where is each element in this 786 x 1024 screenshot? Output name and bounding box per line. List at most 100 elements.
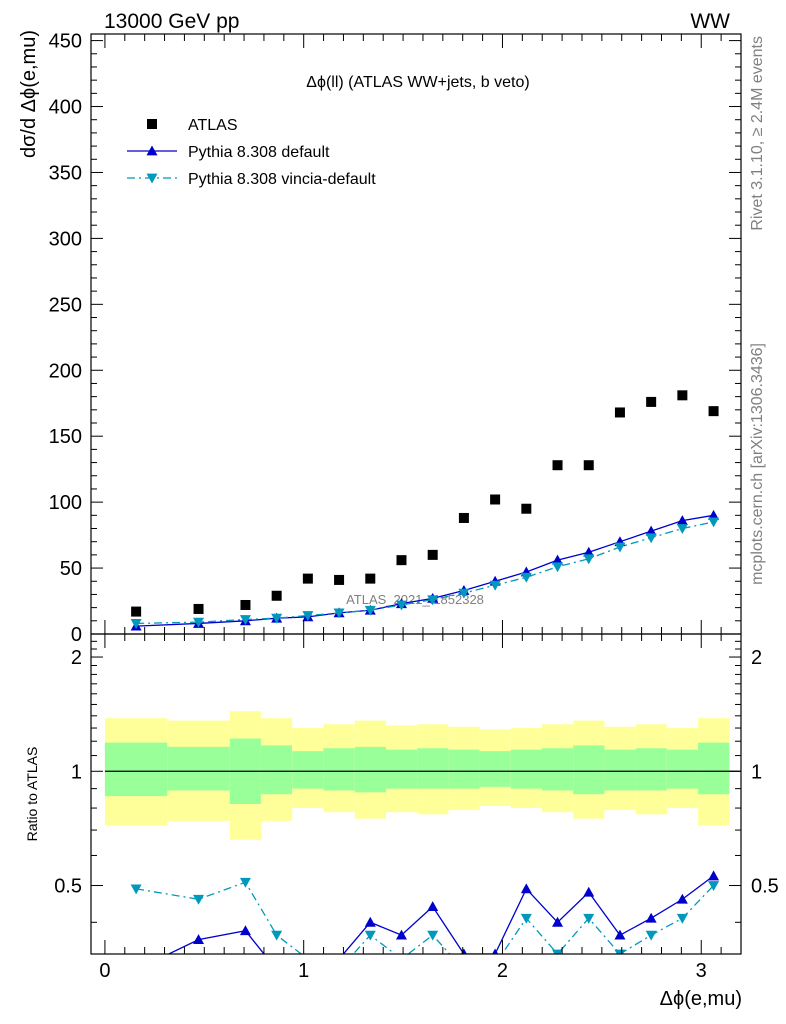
ratio-panel: 0.5 0.5 1 1 2 2 0 1 2 3 Ratio to ATLAS Δϕ(e,mu) (24, 633, 779, 1010)
data-point-atlas (302, 573, 313, 584)
legend-marker (147, 119, 157, 129)
data-point-vincia (552, 562, 564, 573)
data-point-default (552, 554, 564, 565)
ratio-data-point (552, 949, 564, 954)
ratio-stat-uncertainty-band (167, 746, 230, 791)
main-y-axis-label: dσ/d Δϕ(e,mu) (18, 30, 40, 158)
ratio-data-point (396, 955, 407, 965)
legend-entry-1: Pythia 8.308 default (127, 144, 330, 161)
ratio-stat-uncertainty-band (542, 748, 574, 791)
data-point-vincia (395, 600, 407, 611)
ratio-y-tick-label: 1 (71, 761, 82, 783)
ratio-y-tick-label-right: 0.5 (751, 876, 779, 898)
ratio-series-line (167, 875, 714, 954)
data-point-atlas (271, 590, 282, 601)
legend-label: Pythia 8.308 default (188, 144, 330, 161)
x-tick-label: 3 (696, 960, 707, 982)
ratio-data-point (193, 894, 205, 905)
ratio-data-point (271, 930, 283, 941)
ratio-stat-uncertainty-band (354, 746, 386, 793)
main-y-tick-label: 300 (49, 228, 82, 250)
ratio-data-point (131, 964, 142, 974)
data-point-default (708, 509, 720, 520)
legend-entry-0: ATLAS (147, 117, 238, 134)
ratio-data-point (193, 934, 205, 945)
main-y-tick-label: 200 (49, 360, 82, 382)
ratio-y-tick-label: 2 (71, 647, 82, 669)
data-point-atlas (396, 555, 407, 566)
main-series-2 (130, 517, 720, 629)
data-point-atlas (458, 512, 469, 523)
main-y-tick-label: 450 (49, 31, 82, 53)
ratio-data-point (364, 930, 376, 941)
data-point-atlas (193, 603, 204, 614)
data-point-vincia (489, 580, 501, 591)
data-point-atlas (708, 406, 719, 417)
ratio-data-point (583, 886, 595, 897)
main-panel: ATLAS_2021_I1852328 0 50 100 150 200 250 300 35… (18, 30, 742, 646)
x-tick-label: 2 (497, 960, 508, 982)
data-point-vincia (427, 595, 439, 606)
ratio-data-point (676, 893, 688, 904)
ratio-data-point (271, 964, 282, 974)
ratio-data-point (338, 953, 340, 954)
ratio-data-point (676, 913, 688, 924)
ratio-data-point (645, 912, 657, 923)
ratio-stat-uncertainty-band (385, 749, 418, 789)
legend-entry-2: Pythia 8.308 vincia-default (127, 171, 376, 188)
ratio-data-point (427, 930, 439, 941)
ratio-stat-uncertainty-band (260, 745, 293, 795)
data-point-atlas (365, 573, 376, 584)
data-point-atlas (334, 574, 345, 585)
data-point-atlas (677, 390, 688, 401)
data-point-atlas (583, 460, 594, 471)
ratio-data-point (239, 925, 251, 936)
series-line (136, 514, 714, 627)
ratio-data-point (708, 881, 720, 892)
main-title: Δϕ(ll) (ATLAS WW+jets, b veto) (306, 74, 529, 91)
data-point-vincia (364, 605, 376, 616)
ratio-stat-uncertainty-band (448, 749, 480, 789)
main-y-tick-label: 350 (49, 162, 82, 184)
data-point-vincia (302, 611, 314, 622)
ratio-data-point (130, 884, 142, 895)
data-point-atlas (131, 606, 142, 617)
ratio-stat-uncertainty-band (698, 742, 730, 795)
data-point-default (676, 515, 688, 525)
ratio-data-point (614, 949, 626, 954)
x-tick-label: 0 (99, 960, 110, 982)
legend-marker (146, 173, 158, 184)
ratio-data-point (458, 965, 469, 975)
series-line (136, 521, 714, 625)
ratio-y-tick-label-right: 1 (751, 761, 762, 783)
ratio-data-point (520, 913, 532, 924)
x-tick-label: 1 (298, 960, 309, 982)
data-point-vincia (645, 533, 657, 544)
ratio-stat-uncertainty-band (292, 751, 324, 789)
ratio-stat-uncertainty-band (573, 745, 605, 795)
ratio-frame (90, 633, 742, 955)
main-series-0 (131, 390, 719, 617)
ratio-data-point (708, 870, 720, 881)
ratio-y-axis-label: Ratio to ATLAS (24, 747, 40, 842)
ratio-stat-uncertainty-band (417, 748, 449, 789)
data-point-vincia (458, 588, 470, 599)
ratio-data-point (239, 877, 251, 888)
data-point-vincia (333, 608, 345, 619)
ratio-y-tick-label-right: 2 (751, 647, 762, 669)
ratio-stat-uncertainty-band (666, 749, 699, 789)
legend-marker (146, 145, 158, 156)
ratio-stat-uncertainty-band (479, 751, 511, 787)
data-point-default (645, 525, 657, 536)
data-point-atlas (614, 407, 625, 418)
legend-label: ATLAS (188, 117, 238, 134)
data-point-vincia (520, 572, 532, 583)
watermark: ATLAS_2021_I1852328 (346, 592, 484, 607)
x-axis-label: Δϕ(e,mu) (660, 988, 742, 1010)
data-point-vincia (614, 542, 626, 553)
ratio-stat-uncertainty-band (635, 748, 667, 791)
ratio-data-point (334, 965, 345, 975)
data-point-vincia (193, 617, 205, 628)
ratio-y-tick-label: 0.5 (54, 876, 82, 898)
